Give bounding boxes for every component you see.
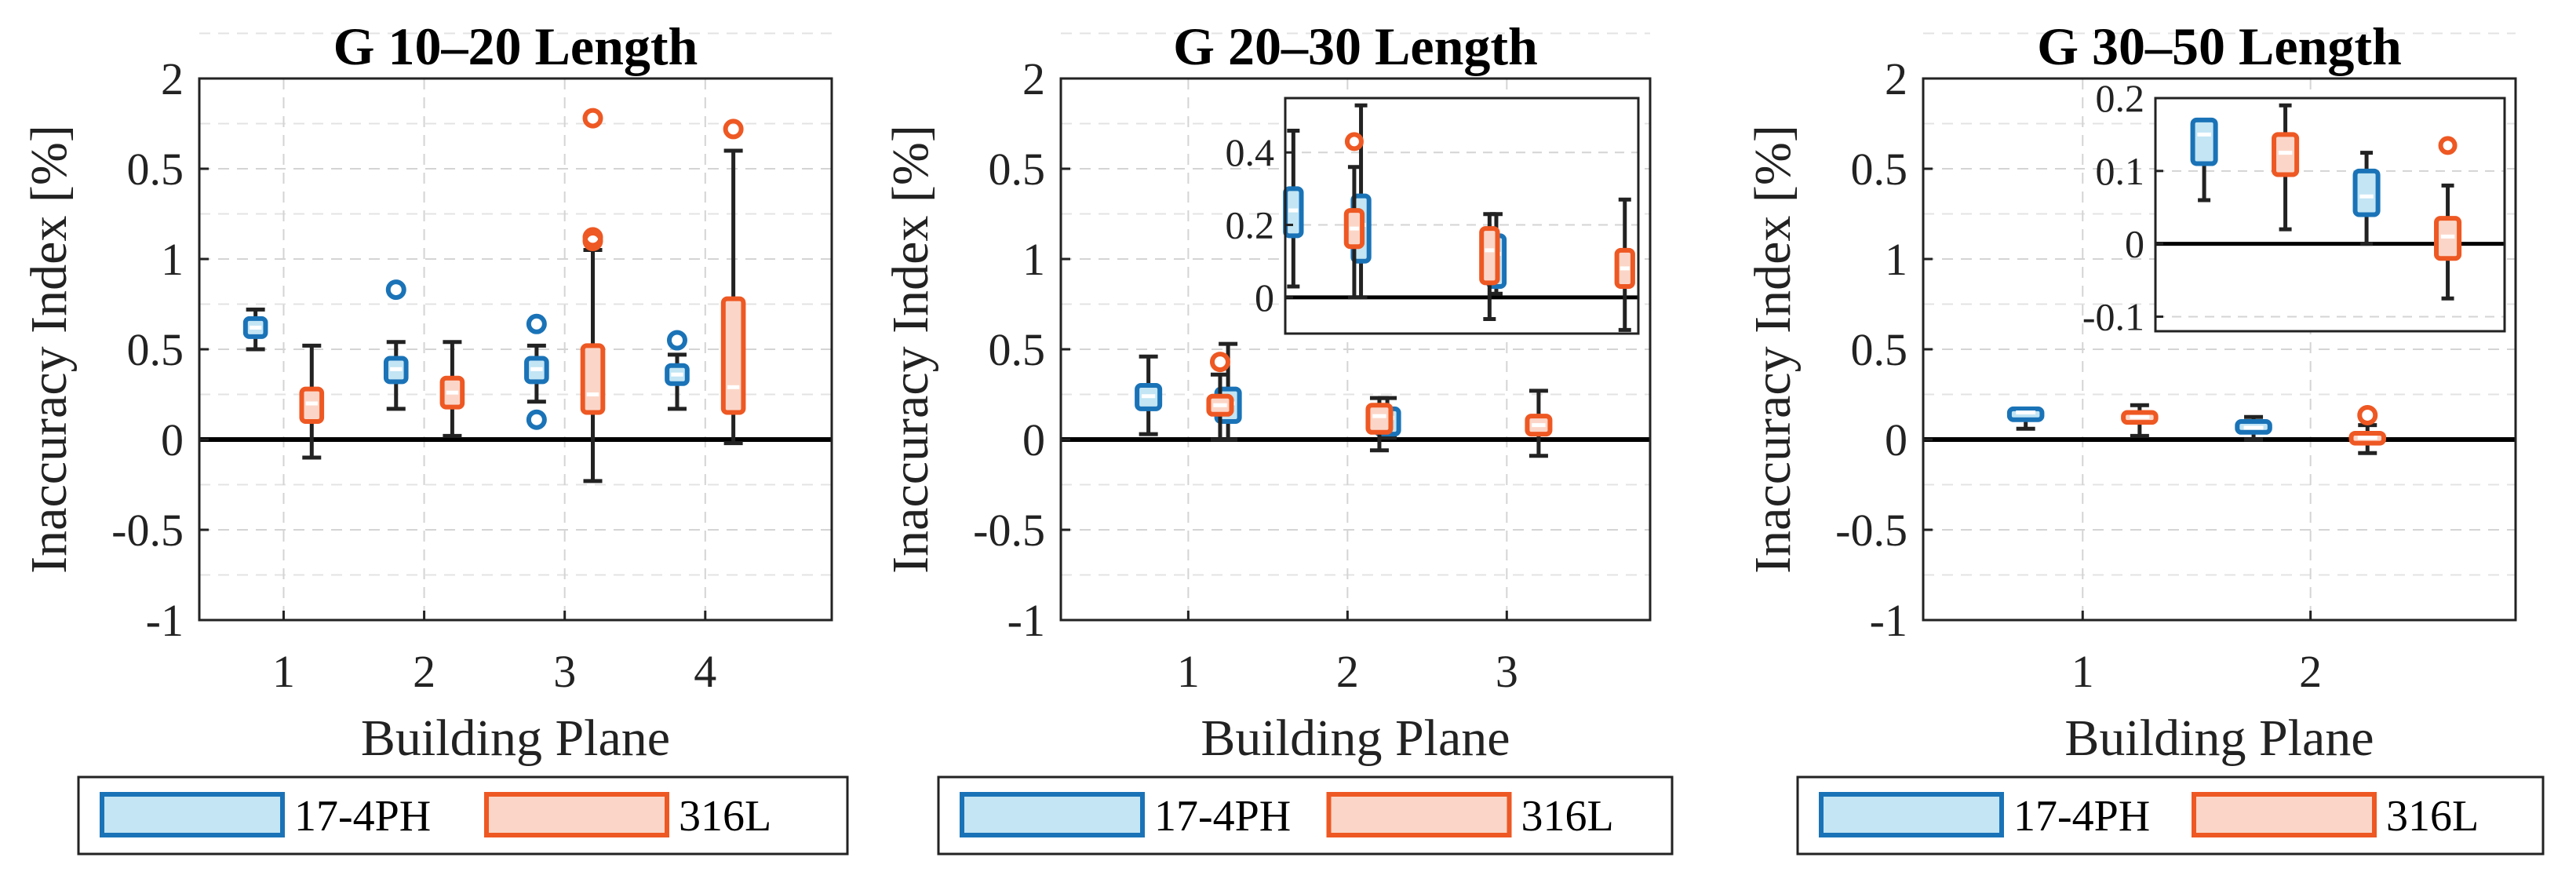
inset-17-4ph-box [2190, 117, 2218, 166]
legend-label-17-4ph: 17-4PH [1154, 792, 1291, 841]
inset-y-tick-label: 0 [1255, 275, 1274, 319]
x-tick-label: 2 [2299, 646, 2322, 697]
y-tick-label: 2 [1022, 53, 1045, 104]
y-tick-label: 1 [1022, 234, 1045, 285]
panel-g20-30: 2 0.5 1 0.5 0 -0.5 -1 1 2 3 G 20–30 Length Building… [882, 16, 1674, 856]
316l-box [580, 343, 606, 415]
legend-label-316l: 316L [1521, 792, 1614, 841]
inset-y-tick-label: 0.2 [1226, 203, 1275, 247]
legend-label-17-4ph: 17-4PH [294, 792, 431, 841]
legend-swatch-316l [1326, 792, 1512, 837]
316l-outlier [2357, 404, 2378, 425]
316l-box [720, 296, 746, 415]
legend-swatch-17-4ph [1819, 792, 2004, 837]
17-4ph-outlier [526, 313, 547, 334]
y-axis-label: Inaccuracy Index [%] [882, 125, 939, 574]
x-tick-label: 2 [1336, 646, 1359, 697]
legend: 17-4PH 316L [1796, 775, 2545, 856]
x-tick-label: 2 [413, 646, 435, 697]
inset-316l-outlier [2438, 136, 2458, 155]
x-tick-label: 1 [2071, 646, 2094, 697]
y-tick-label: 0.5 [127, 144, 184, 195]
legend: 17-4PH 316L [77, 775, 849, 856]
y-tick-label: 0.5 [989, 144, 1046, 195]
316l-outlier [582, 227, 603, 248]
17-4ph-outlier [526, 409, 547, 430]
inset-316l-outlier [1344, 132, 1364, 151]
inset-y-tick-label: 0.4 [1226, 130, 1275, 174]
legend-swatch-17-4ph [960, 792, 1145, 837]
316l-outlier [582, 108, 603, 129]
316l-outlier [1209, 352, 1230, 373]
chart-title: G 10–20 Length [333, 16, 698, 76]
inset-frame [1284, 97, 1640, 335]
legend-swatch-17-4ph [100, 792, 285, 837]
x-axis-label: Building Plane [1201, 710, 1510, 767]
x-tick-label: 1 [1177, 646, 1200, 697]
17-4ph-outlier [666, 330, 687, 351]
x-tick-label: 1 [272, 646, 295, 697]
y-tick-label: -1 [1870, 595, 1907, 646]
inset-y-tick-label: 0.1 [2096, 149, 2145, 193]
legend-swatch-316l [484, 792, 669, 837]
y-tick-label: 0 [161, 414, 184, 465]
y-tick-label: 0 [1022, 414, 1045, 465]
y-tick-label: 0 [1885, 414, 1907, 465]
inset-axes: 0.2 0.1 0 -0.1 [2082, 76, 2506, 338]
y-tick-label: -0.5 [111, 505, 184, 556]
legend: 17-4PH 316L [937, 775, 1674, 856]
316l-outlier [723, 119, 744, 140]
inset-y-tick-label: 0 [2125, 222, 2144, 266]
legend-label-316l: 316L [679, 792, 771, 841]
panel-g10-20: 2 0.5 1 0.5 0 -0.5 -1 1 2 3 4 G 10–20 Length Buildin… [20, 16, 849, 856]
inset-frame [2154, 97, 2506, 333]
legend-label-316l: 316L [2386, 792, 2479, 841]
x-axis-label: Building Plane [2064, 710, 2374, 767]
y-axis-label: Inaccuracy Index [%] [20, 125, 78, 574]
inset-y-tick-label: -0.1 [2082, 294, 2144, 338]
y-tick-label: -0.5 [1835, 505, 1907, 556]
y-tick-label: -1 [1007, 595, 1045, 646]
chart-title: G 20–30 Length [1173, 16, 1538, 76]
panel-g30-50: 2 0.5 1 0.5 0 -0.5 -1 1 2 G 30–50 Length Building … [1744, 16, 2545, 856]
y-tick-label: 2 [161, 53, 184, 104]
x-tick-label: 3 [1496, 646, 1518, 697]
y-tick-label: 1 [161, 234, 184, 285]
y-tick-label: 0.5 [127, 324, 184, 375]
y-axis-label: Inaccuracy Index [%] [1744, 125, 1802, 574]
x-tick-label: 3 [553, 646, 576, 697]
inset-316l-box [1479, 226, 1500, 286]
x-tick-label: 4 [694, 646, 716, 697]
y-tick-label: 0.5 [1851, 144, 1908, 195]
legend-label-17-4ph: 17-4PH [2013, 792, 2150, 841]
y-tick-label: -1 [146, 595, 184, 646]
inset-y-tick-label: 0.2 [2096, 76, 2145, 120]
y-tick-label: 0.5 [1851, 324, 1908, 375]
chart-title: G 30–50 Length [2037, 16, 2402, 76]
y-tick-label: 0.5 [989, 324, 1046, 375]
17-4ph-outlier [385, 279, 406, 301]
inset-17-4ph-box [2352, 168, 2381, 217]
y-tick-label: -0.5 [973, 505, 1045, 556]
legend-swatch-316l [2192, 792, 2377, 837]
y-tick-label: 1 [1885, 234, 1907, 285]
316l-box [1365, 403, 1394, 435]
inset-axes: 0.4 0.2 0 [1226, 97, 1640, 335]
y-tick-label: 2 [1885, 53, 1907, 104]
x-axis-label: Building Plane [361, 710, 670, 767]
